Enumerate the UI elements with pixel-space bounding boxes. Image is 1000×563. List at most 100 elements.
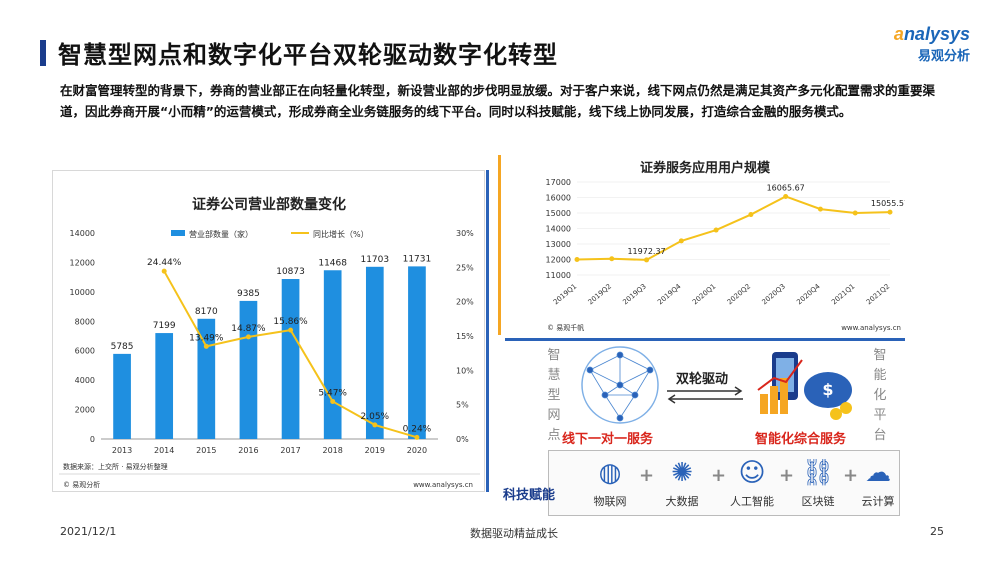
bar — [365, 266, 384, 439]
user-scale-point — [644, 257, 650, 263]
y2-tick-label: 30% — [456, 229, 474, 238]
plus-icon: + — [843, 465, 859, 486]
bar-value-label: 5785 — [111, 342, 134, 352]
right-vertical-label: 智能化平台 — [873, 348, 887, 443]
intro-paragraph: 在财富管理转型的背景下，券商的营业部正在向轻量化转型，新设营业部的步伐明显放缓。… — [60, 83, 936, 119]
growth-label: 2.05% — [361, 412, 390, 422]
x-tick-label: 2020Q1 — [691, 282, 717, 306]
y-tick-label: 0 — [90, 435, 95, 444]
network-icon: ✺ — [671, 458, 693, 488]
x-tick-label: 2017 — [280, 446, 300, 455]
bar — [113, 353, 131, 439]
x-tick-label: 2018 — [323, 446, 343, 455]
growth-label: 13.49% — [189, 333, 224, 343]
network-sphere-illustration — [581, 346, 659, 424]
y-tick-label: 10000 — [70, 288, 95, 297]
page-number: 25 — [930, 525, 944, 538]
logo-en: analysys — [893, 24, 970, 44]
growth-point — [203, 343, 209, 349]
tech-item-iot: ◍ 物联网 — [585, 457, 635, 509]
user-scale-line — [576, 195, 891, 261]
bar-value-label: 7199 — [153, 321, 176, 331]
plus-icon: + — [639, 465, 655, 486]
user-scale-point — [609, 256, 615, 262]
growth-label: 0.24% — [403, 424, 432, 434]
x-tick-label: 2019 — [365, 446, 385, 455]
chart-title: 证券公司营业部数量变化 — [192, 196, 346, 213]
x-tick-label: 2019Q3 — [621, 282, 647, 306]
point-label: 11972.37 — [627, 247, 665, 256]
svg-text:$: $ — [822, 380, 833, 399]
bar — [197, 318, 216, 439]
growth-point — [161, 268, 167, 274]
growth-label: 5.47% — [318, 388, 347, 398]
growth-label: 14.87% — [231, 324, 266, 334]
page-title: 智慧型网点和数字化平台双轮驱动数字化转型 — [58, 41, 558, 69]
x-tick-label: 2016 — [238, 446, 258, 455]
bar — [408, 266, 426, 439]
y-tick-label: 14000 — [70, 229, 95, 238]
panel-edge — [486, 170, 489, 492]
user-scale-chart: 证券服务应用用户规模 11000 12000 13000 14000 15000 16000… — [546, 160, 910, 332]
x-tick-label: 2021Q2 — [865, 282, 891, 306]
bar — [155, 333, 174, 439]
x-tick-label: 2020Q2 — [726, 282, 752, 306]
x-tick-label: 2014 — [154, 446, 174, 455]
bar — [281, 279, 300, 439]
y-tick-label: 13000 — [546, 240, 571, 249]
chain-icon: ⛓ — [801, 458, 835, 488]
y-tick-label: 12000 — [546, 256, 571, 265]
y2-tick-label: 15% — [456, 332, 474, 341]
user-scale-chart-panel: 证券服务应用用户规模 11000 12000 13000 14000 15000 16000… — [505, 152, 910, 337]
plus-icon: + — [711, 465, 727, 486]
smart-service-caption: 智能化综合服务 — [755, 432, 847, 447]
chart-footer-left: © 易观分析 — [63, 480, 100, 489]
y-tick-label: 14000 — [546, 225, 571, 234]
tech-item-blockchain: ⛓ 区块链 — [793, 457, 843, 509]
y2-tick-label: 5% — [456, 401, 469, 410]
y2-tick-label: 10% — [456, 366, 474, 375]
bar-value-label: 10873 — [276, 267, 305, 277]
footer-slogan: 数据驱动精益成长 — [470, 527, 558, 540]
growth-label: 24.44% — [147, 258, 182, 268]
logo-cn: 易观分析 — [917, 49, 970, 64]
growth-point — [245, 334, 251, 340]
bar-value-label: 8170 — [195, 307, 218, 317]
growth-point — [330, 398, 336, 404]
x-tick-label: 2020 — [407, 446, 427, 455]
y-tick-label: 12000 — [70, 258, 95, 267]
tech-item-cloud: ☁ 云计算 — [853, 457, 903, 509]
branch-count-chart-panel: 证券公司营业部数量变化 营业部数量（家） 同比增长（%） 0 2000 4000 6000 8… — [52, 170, 489, 492]
y-tick-label: 4000 — [75, 376, 95, 385]
user-scale-point — [713, 227, 719, 233]
tech-enablement-box: ◍ 物联网 + ✺ 大数据 + ☺ 人工智能 + ⛓ 区块链 + ☁ 云计算 — [548, 450, 900, 516]
user-scale-point — [887, 209, 893, 215]
tech-enablement-label: 科技赋能 — [503, 488, 556, 503]
ai-head-icon: ☺ — [738, 458, 766, 488]
x-tick-label: 2019Q4 — [656, 282, 683, 306]
footer-date: 2021/12/1 — [60, 525, 117, 538]
y2-tick-label: 20% — [456, 298, 474, 307]
globe-icon: ◍ — [598, 458, 622, 488]
user-scale-point — [678, 238, 684, 244]
growth-point — [372, 422, 378, 428]
dual-drive-diagram — [505, 338, 905, 520]
x-tick-label: 2019Q2 — [587, 282, 613, 306]
user-scale-point — [817, 206, 823, 212]
legend-swatch-bars — [171, 230, 185, 236]
y-tick-label: 8000 — [75, 317, 95, 326]
source-note: 数据来源：上交所 · 易观分析整理 — [63, 462, 168, 471]
y-tick-label: 15000 — [546, 209, 571, 218]
user-scale-point — [574, 257, 580, 262]
chart-title: 证券服务应用用户规模 — [640, 160, 771, 176]
brand-logo: analysys 易观分析 — [894, 24, 970, 64]
y-tick-label: 2000 — [75, 406, 95, 415]
title-accent-bar — [40, 40, 46, 66]
bar-value-label: 11703 — [360, 255, 389, 265]
y-tick-label: 17000 — [546, 178, 571, 187]
user-scale-point — [852, 210, 858, 216]
legend-label-bars: 营业部数量（家） — [189, 229, 253, 239]
legend-label-line: 同比增长（%） — [313, 229, 369, 239]
offline-service-caption: 线下一对一服务 — [562, 432, 654, 447]
